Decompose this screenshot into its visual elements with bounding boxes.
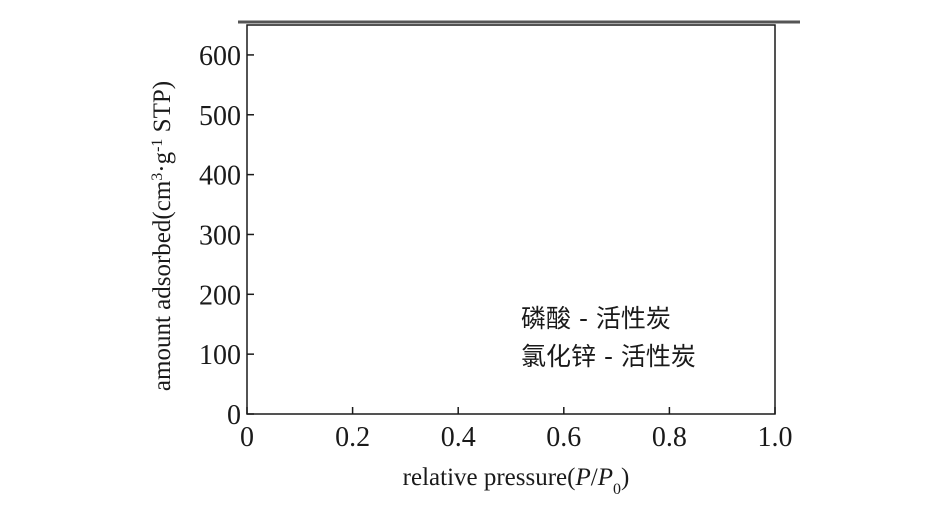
x-tick-label: 0.4 (441, 422, 476, 453)
x-tick-label: 1.0 (758, 422, 793, 453)
y-tick-label: 400 (199, 161, 241, 192)
x-axis: 0 0.2 0.4 0.6 0.8 1.0 (240, 407, 793, 453)
x-axis-title: relative pressure(P/P0) (403, 464, 630, 498)
legend-entry-0: 磷酸 - 活性炭 (521, 304, 671, 333)
y-tick-label: 200 (199, 280, 241, 311)
plot-frame (246, 24, 776, 415)
y-tick-label: 100 (199, 340, 241, 371)
x-tick-label: 0 (240, 422, 254, 453)
y-tick-label: 500 (199, 101, 241, 132)
legend: 磷酸 - 活性炭 氯化锌 - 活性炭 (521, 304, 696, 371)
legend-entry-1: 氯化锌 - 活性炭 (521, 342, 696, 371)
x-tick-label: 0.6 (546, 422, 581, 453)
y-tick-label: 300 (199, 220, 241, 251)
y-axis-title: amount adsorbed(cm3·g-1 STP) (149, 81, 177, 391)
y-axis: 0 100 200 300 400 500 600 (199, 41, 254, 431)
y-tick-label: 600 (199, 41, 241, 72)
x-tick-label: 0.8 (652, 422, 687, 453)
y-tick-label: 0 (227, 400, 241, 431)
x-tick-label: 0.2 (335, 422, 370, 453)
